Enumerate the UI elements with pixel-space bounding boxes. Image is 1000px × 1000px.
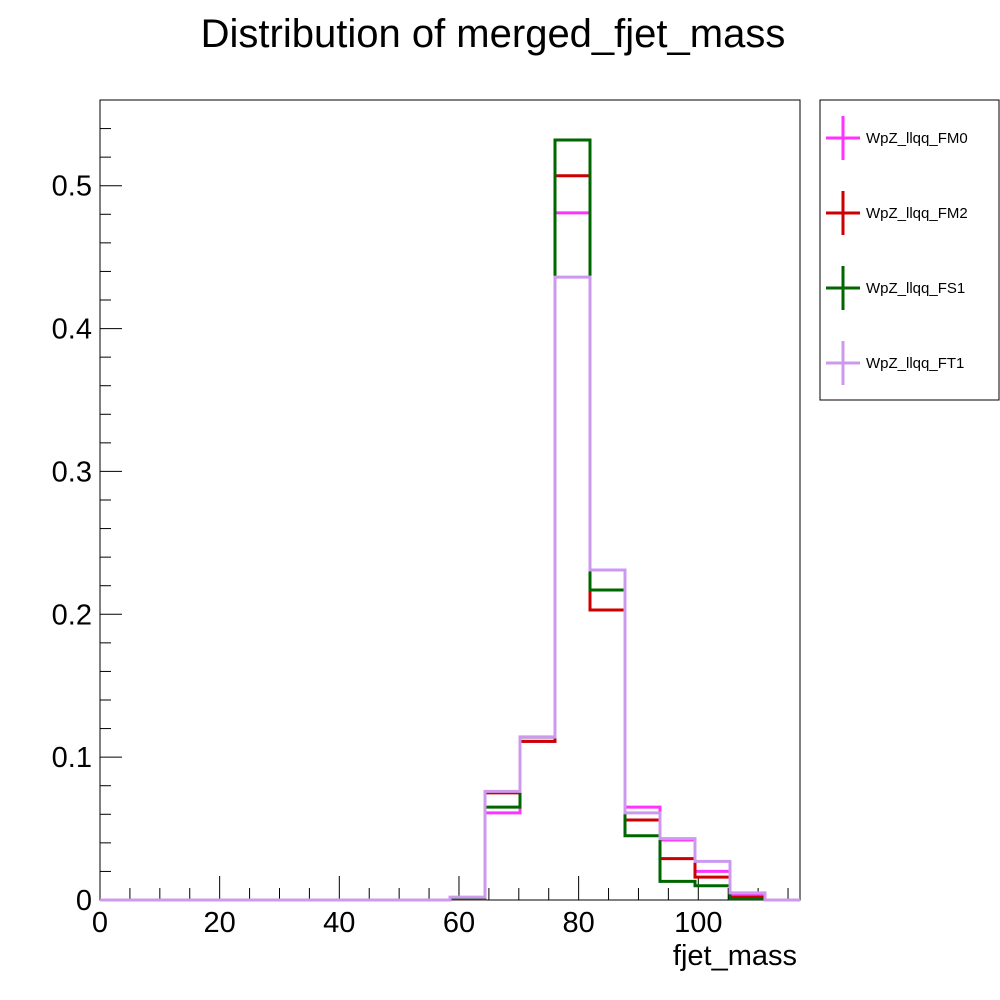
legend-label: WpZ_llqq_FM2 — [866, 205, 968, 222]
legend-label: WpZ_llqq_FT1 — [866, 355, 964, 372]
x-tick-label: 100 — [674, 907, 722, 939]
series-line-WpZ_llqq_FT1 — [100, 275, 800, 902]
x-tick-label: 40 — [323, 907, 355, 939]
series-line-WpZ_llqq_FM2 — [100, 174, 800, 902]
series-line-WpZ_llqq_FM0 — [100, 211, 800, 902]
legend-label: WpZ_llqq_FS1 — [866, 280, 965, 297]
y-tick-label: 0 — [76, 885, 92, 917]
x-tick-label: 80 — [562, 907, 594, 939]
y-tick-label: 0.3 — [52, 456, 92, 488]
y-tick-label: 0.5 — [52, 171, 92, 203]
series-line-WpZ_llqq_FS1 — [100, 138, 800, 902]
plot-frame — [99, 99, 801, 901]
x-tick-label: 0 — [92, 907, 108, 939]
legend-box — [819, 99, 1000, 401]
x-tick-label: 60 — [443, 907, 475, 939]
x-tick-label: 20 — [204, 907, 236, 939]
legend-label: WpZ_llqq_FM0 — [866, 130, 968, 147]
y-tick-label: 0.4 — [52, 314, 92, 346]
legend: WpZ_llqq_FM0 WpZ_llqq_FM2 WpZ_llqq_FS1 WpZ_… — [819, 99, 1000, 401]
y-tick-label: 0.2 — [52, 599, 92, 631]
chart-title: Distribution of merged_fjet_mass — [201, 12, 786, 56]
plot-area: 0 20 40 60 80 100 0 0.1 0.2 0.3 0.4 0.5 — [52, 99, 801, 939]
y-tick-label: 0.1 — [52, 742, 92, 774]
x-axis-title: fjet_mass — [673, 940, 797, 972]
